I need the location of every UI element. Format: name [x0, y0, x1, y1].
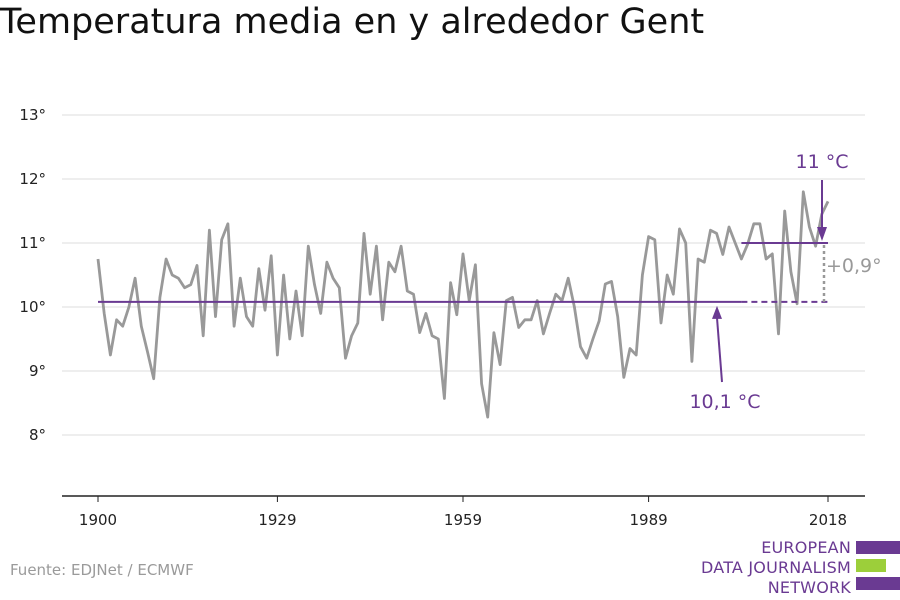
reference-lines — [98, 242, 828, 303]
chart-title: Temperatura media en y alrededor Gent — [0, 2, 705, 42]
logo-line-network: NETWORK — [767, 578, 851, 597]
annotations: 11 °C 10,1 °C +0,9° — [689, 151, 881, 413]
baseline-mean-label: 10,1 °C — [689, 391, 760, 413]
recent-mean-label: 11 °C — [796, 151, 849, 173]
logo-line-european: EUROPEAN — [761, 538, 851, 557]
x-tick-label-1900: 1900 — [79, 511, 117, 529]
x-axis: 1900 1929 1959 1989 2018 — [62, 495, 865, 529]
baseline-mean-arrow-head — [712, 305, 722, 319]
y-tick-label-10: 10° — [19, 298, 46, 316]
y-axis-tick-labels: 8° 9° 10° 11° 12° 13° — [19, 106, 46, 444]
logo-line-data-journalism: DATA JOURNALISM — [701, 558, 851, 577]
baseline-mean-arrow-shaft — [716, 317, 723, 383]
x-tick-label-1989: 1989 — [629, 511, 667, 529]
y-tick-label-13: 13° — [19, 106, 46, 124]
x-tick-label-1929: 1929 — [258, 511, 296, 529]
recent-mean-arrow-head — [817, 227, 827, 241]
y-tick-label-12: 12° — [19, 170, 46, 188]
logo-bar-purple-top — [856, 541, 900, 554]
y-tick-label-8: 8° — [29, 426, 46, 444]
y-tick-label-9: 9° — [29, 362, 46, 380]
source-note: Fuente: EDJNet / ECMWF — [10, 561, 194, 579]
logo-bar-green — [856, 559, 886, 572]
difference-label: +0,9° — [826, 255, 882, 277]
series-group — [96, 190, 830, 419]
series-line-0 — [96, 190, 830, 419]
y-tick-label-11: 11° — [19, 234, 46, 252]
edjnet-logo: EUROPEAN DATA JOURNALISM NETWORK — [700, 538, 900, 600]
x-tick-label-2018: 2018 — [809, 511, 847, 529]
gridlines — [62, 114, 865, 436]
x-tick-label-1959: 1959 — [444, 511, 482, 529]
logo-bar-purple-bottom — [856, 577, 900, 590]
